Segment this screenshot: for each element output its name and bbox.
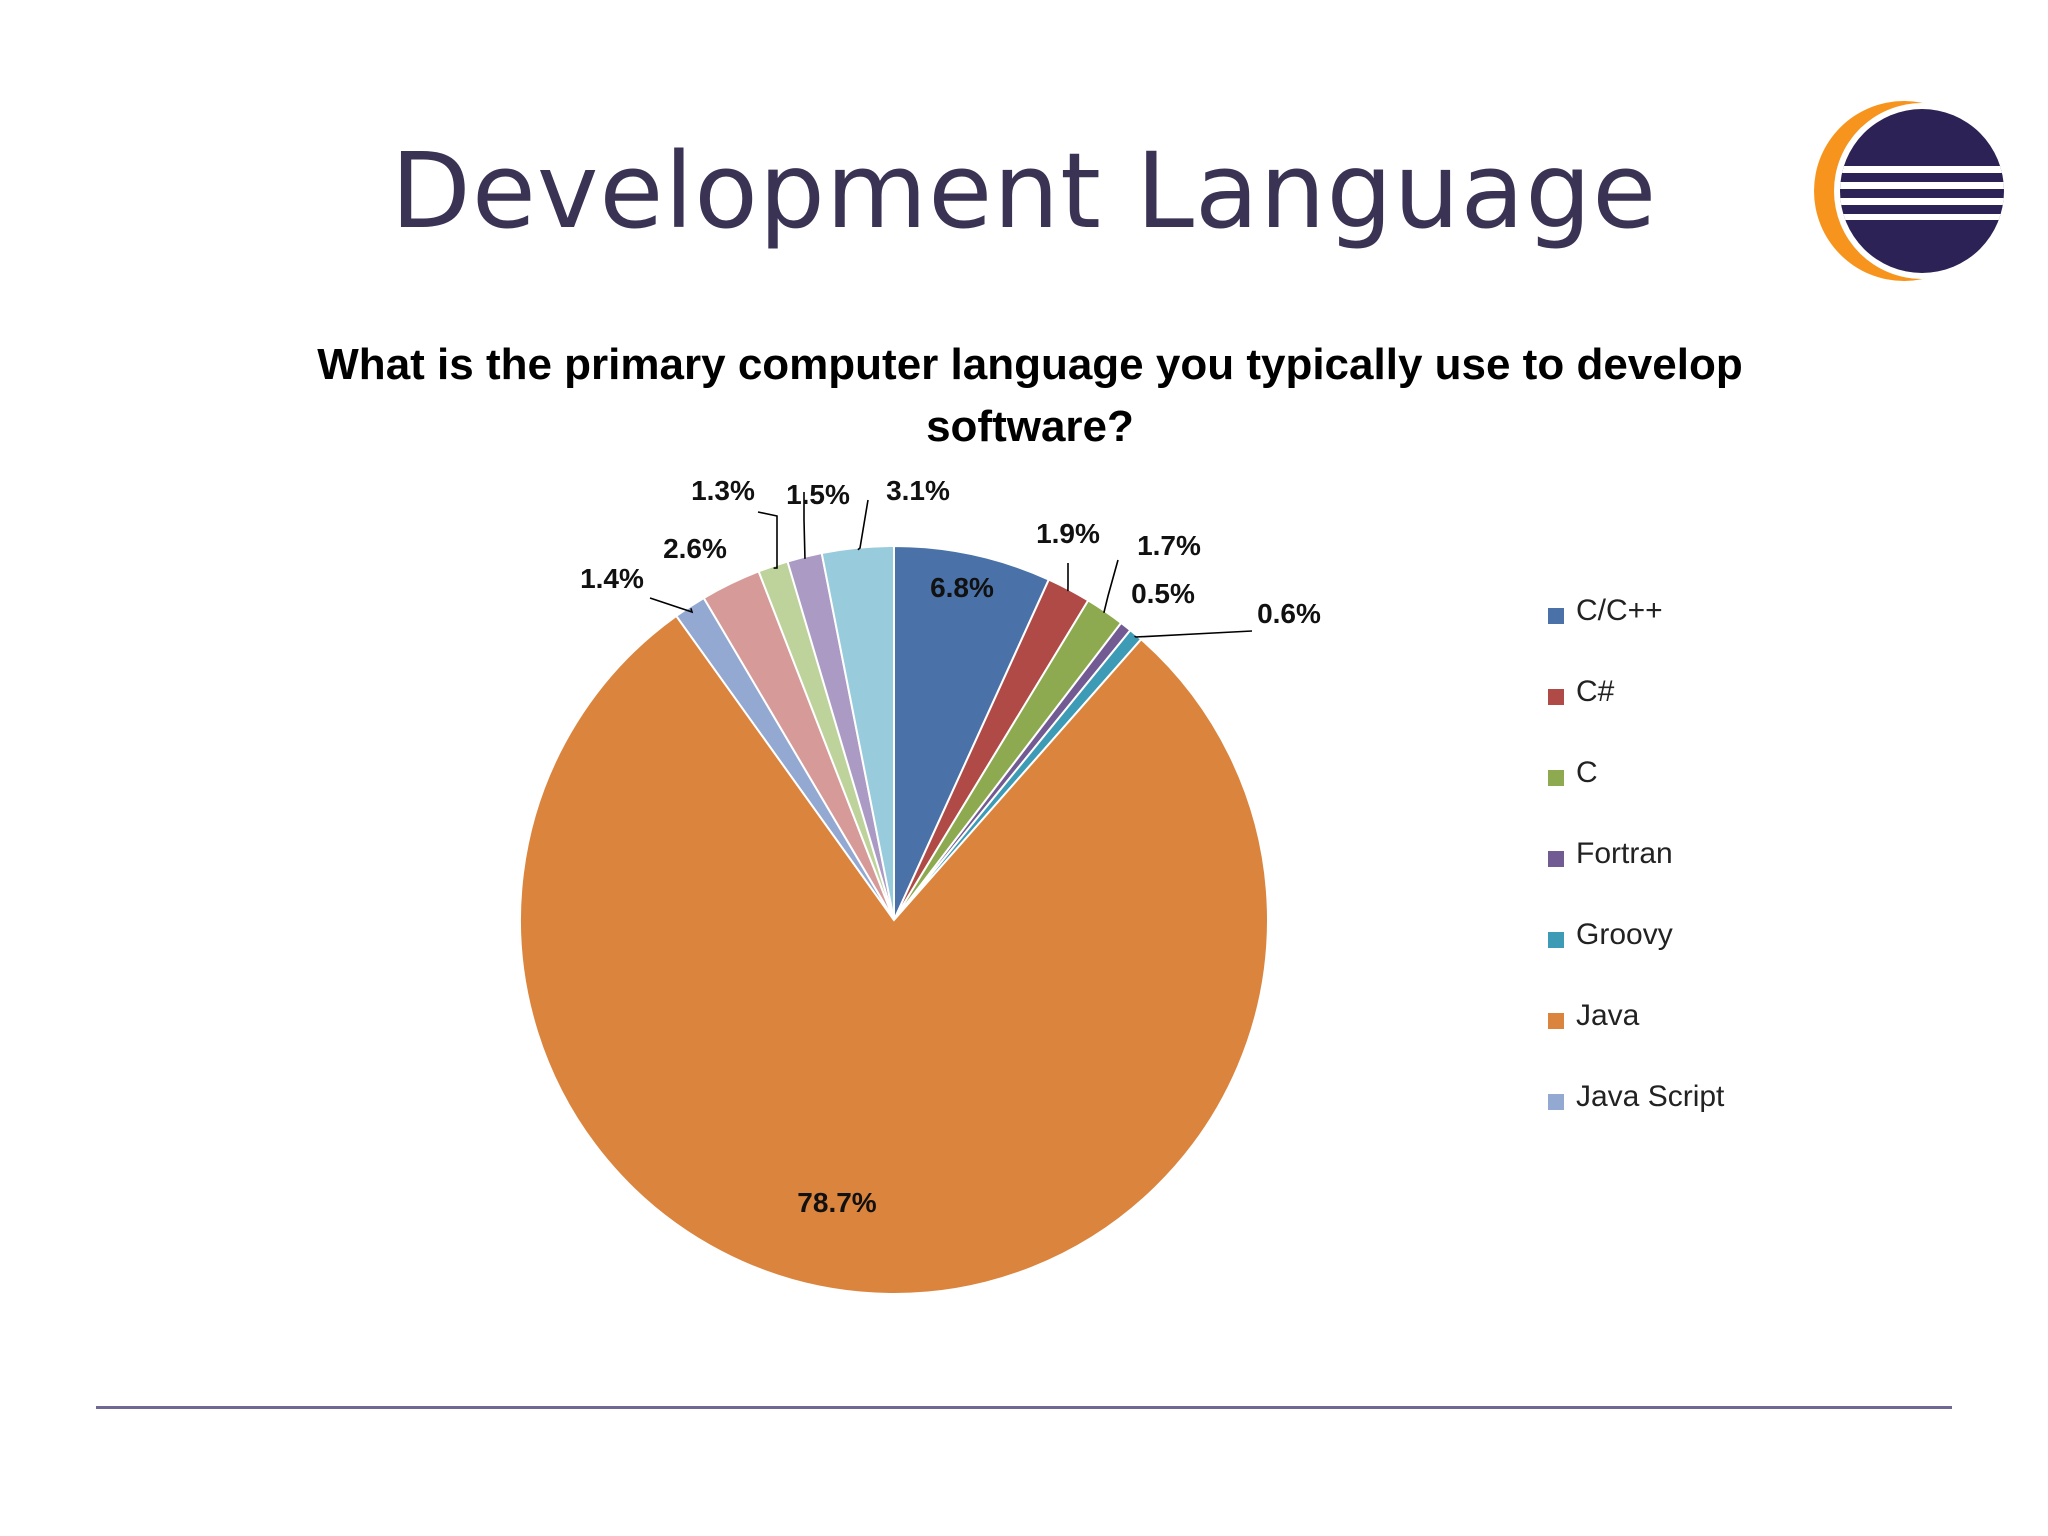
- legend-label: Java: [1576, 999, 1640, 1032]
- slide-title: Development Language: [390, 130, 1658, 252]
- legend-swatch: [1548, 1013, 1564, 1029]
- data-label: 1.7%: [1137, 530, 1201, 561]
- data-labels: 6.8% 1.9% 1.7% 0.5% 0.6% 78.7% 1.4% 2.6% 1.3% 1.5…: [580, 475, 1321, 1218]
- data-label: 6.8%: [930, 572, 994, 603]
- legend-label: C/C++: [1576, 594, 1663, 627]
- leader-line: [649, 597, 694, 614]
- legend-label: C: [1576, 756, 1598, 789]
- footer-divider: [96, 1406, 1952, 1409]
- pie-slice-unlabeled-10: [820, 544, 895, 921]
- legend-label: C#: [1576, 675, 1615, 708]
- pie-slices: [519, 544, 1269, 1295]
- leader-lines: [649, 492, 1253, 638]
- data-label: 78.7%: [797, 1187, 876, 1218]
- leader-line: [1134, 630, 1253, 638]
- data-label: 1.5%: [786, 479, 850, 510]
- legend-label: Groovy: [1576, 918, 1673, 951]
- legend-label: Fortran: [1576, 837, 1673, 870]
- pie-slice-java: [519, 614, 1269, 1295]
- data-label: 0.6%: [1257, 598, 1321, 629]
- chart-title: What is the primary computer language yo…: [317, 340, 1743, 451]
- data-label: 1.9%: [1036, 518, 1100, 549]
- logo-disk: [1840, 109, 2004, 273]
- legend-swatch: [1548, 689, 1564, 705]
- data-label: 0.5%: [1131, 578, 1195, 609]
- legend-swatch: [1548, 608, 1564, 624]
- legend-swatch: [1548, 851, 1564, 867]
- legend-swatch: [1548, 932, 1564, 948]
- data-label: 2.6%: [663, 533, 727, 564]
- data-label: 1.4%: [580, 563, 644, 594]
- leader-line: [757, 511, 778, 569]
- legend-swatch: [1548, 1094, 1564, 1110]
- data-label: 1.3%: [691, 475, 755, 506]
- eclipse-logo-icon: [1814, 101, 2010, 281]
- legend-label: Java Script: [1576, 1080, 1725, 1113]
- leader-line: [1103, 559, 1119, 614]
- data-label: 3.1%: [886, 475, 950, 506]
- leader-line: [857, 499, 869, 551]
- pie-slice-c-c-: [893, 544, 1051, 921]
- leader-line: [803, 492, 806, 559]
- legend-swatch: [1548, 770, 1564, 786]
